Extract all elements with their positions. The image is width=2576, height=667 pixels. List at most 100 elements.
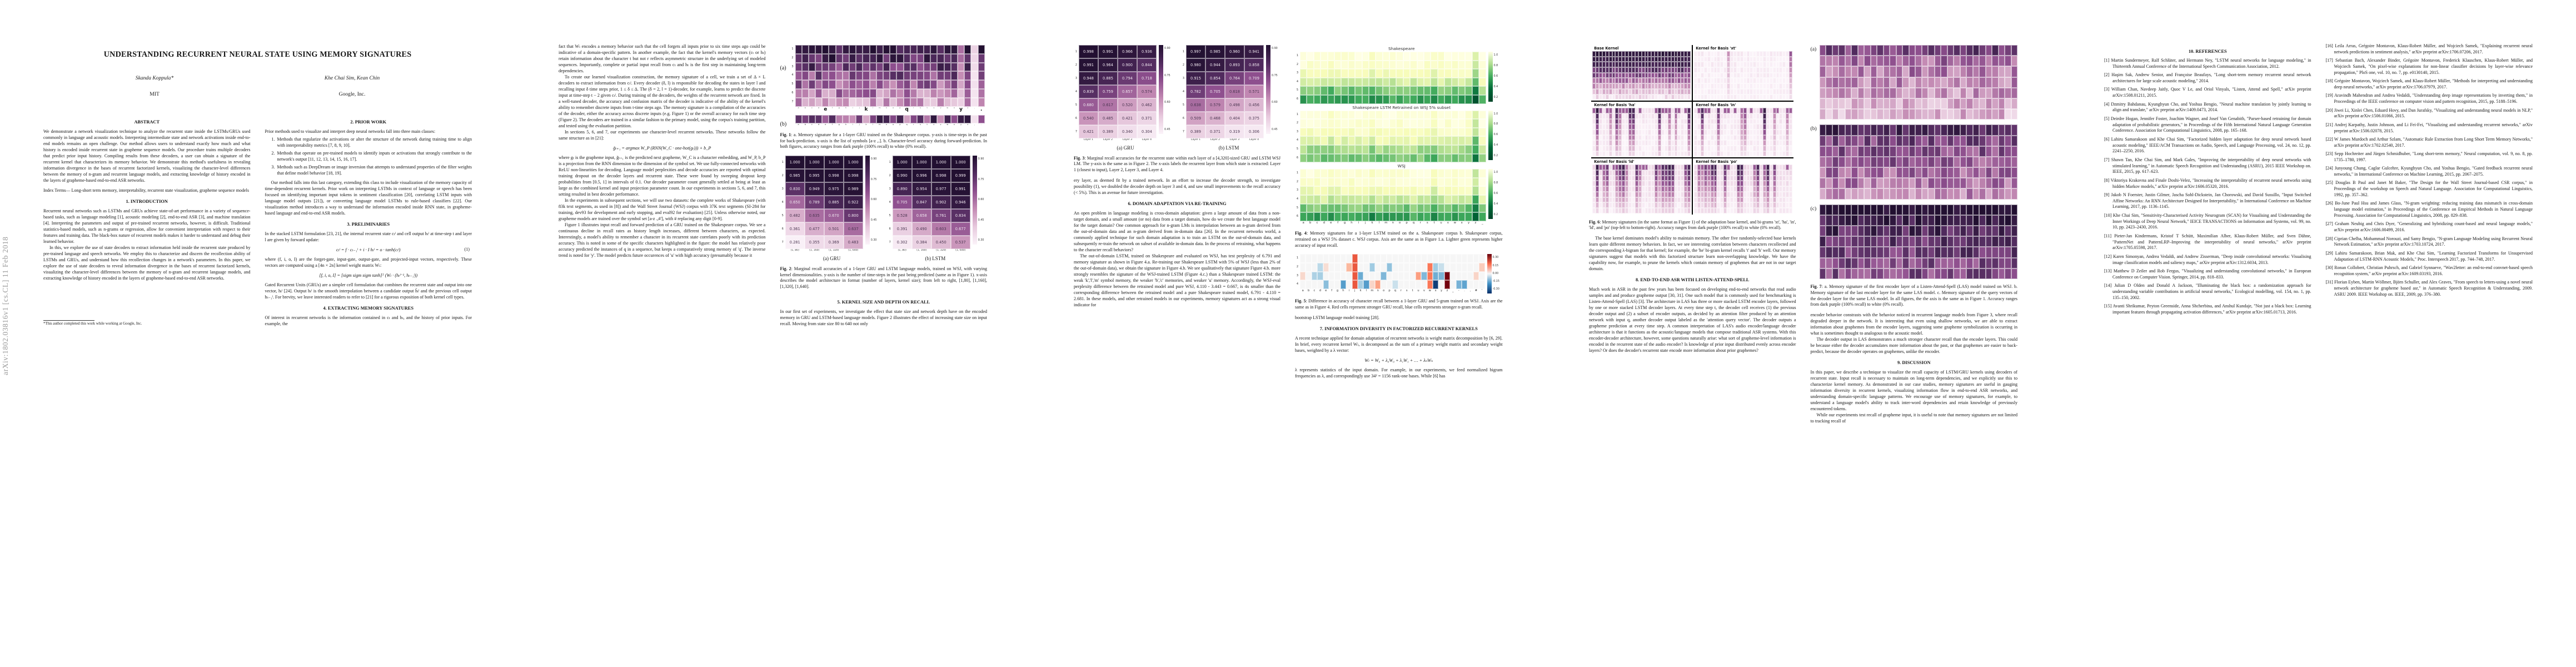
heatmap-cell [883, 71, 890, 81]
heatmap-cell [1750, 78, 1753, 84]
heatmap-cell [1756, 175, 1760, 181]
heatmap-cell [1915, 66, 1922, 77]
heatmap-value-cell: 0.900 [1118, 58, 1137, 72]
heatmap-cell [1730, 202, 1733, 208]
heatmap-cell [1667, 202, 1671, 208]
heatmap-cell [1710, 62, 1714, 68]
heatmap-cell [1437, 110, 1445, 120]
heatmap-cell [1602, 207, 1606, 213]
heatmap-cell [1389, 145, 1397, 154]
caption-figure-number: Fig. 7 [1810, 283, 1822, 289]
x-tick-label: Layer 3 [1229, 138, 1240, 141]
heatmap-cell [1985, 146, 1992, 157]
heatmap-cell [1769, 94, 1773, 100]
heatmap-cell [1954, 204, 1960, 215]
heatmap-cell [1313, 153, 1321, 163]
heatmap-cell [1334, 110, 1342, 120]
heatmap-cell [1602, 83, 1606, 89]
heatmap-cell [1870, 98, 1877, 109]
x-tick-label: - [1458, 288, 1459, 292]
heatmap-cell [1479, 263, 1485, 272]
heatmap-cell [1864, 135, 1871, 146]
heatmap-cell [1851, 156, 1858, 168]
reference-entry: [20] Jiwei Li, Xinlei Chen, Eduard Hovy,… [2325, 107, 2533, 119]
heatmap-cell [1451, 169, 1458, 178]
heatmap-cell [1346, 254, 1352, 263]
heatmap-cell [1845, 247, 1851, 258]
heatmap-cell [1631, 67, 1635, 73]
heatmap-cell [1733, 181, 1737, 187]
heatmap-cell [1311, 280, 1318, 289]
reference-entry: [23] Sepp Hochreiter and Jürgen Schmidhu… [2325, 151, 2533, 162]
heatmap-cell [1368, 119, 1376, 128]
heatmap-cell [1376, 86, 1383, 95]
heatmap-cell [1772, 170, 1776, 176]
heatmap-cell [1362, 153, 1369, 163]
heatmap-cell [1631, 202, 1635, 208]
heatmap-cell [1648, 88, 1652, 94]
heatmap-cell [1915, 125, 1922, 136]
heatmap-cell [1769, 207, 1773, 213]
heatmap-cell [1713, 202, 1717, 208]
heatmap-cell [1819, 268, 1826, 279]
heatmap-cell [1398, 271, 1404, 281]
heatmap-cell [1753, 207, 1757, 213]
heatmap-cell [1602, 67, 1606, 73]
heatmap-cell [1307, 177, 1314, 187]
heatmap-cell [1625, 191, 1629, 197]
heatmap-cell [1389, 77, 1397, 87]
heatmap-cell [1605, 56, 1609, 62]
heatmap-cell [1313, 69, 1321, 78]
heatmap-cell [1760, 135, 1763, 141]
heatmap-cell [1934, 77, 1941, 88]
heatmap-cell [1826, 204, 1832, 215]
heatmap-cell [910, 88, 917, 98]
heatmap-cell [1782, 113, 1786, 119]
heatmap-cell [1743, 113, 1747, 119]
heatmap-cell [1605, 51, 1609, 57]
equation: Wₗ = W₀ + λ₀W₀ + λ₁W₁ + … + λₙWₙ [1297, 357, 1501, 363]
heatmap-cell [1998, 77, 2005, 88]
heatmap-cell [1750, 108, 1753, 113]
heatmap-cell [1313, 110, 1321, 120]
heatmap-cell [1941, 66, 1947, 77]
y-tick-label: 1 [1075, 50, 1078, 53]
heatmap-cell [1645, 118, 1648, 125]
heatmap-cell [1902, 156, 1909, 168]
heatmap-cell [1631, 56, 1635, 62]
heatmap-cell [1694, 181, 1698, 187]
heatmap-cell [1655, 140, 1658, 146]
heatmap-cell [1368, 60, 1376, 69]
kernel-panel: Base Kernel [1591, 45, 1692, 101]
heatmap-cell [1733, 191, 1737, 197]
heatmap-cell [1772, 191, 1776, 197]
heatmap-cell [1909, 77, 1915, 88]
heatmap-cell [1928, 156, 1935, 168]
paragraph: We demonstrate a network visualization t… [43, 129, 251, 183]
heatmap-cell [1667, 170, 1671, 176]
heatmap-cell [1733, 135, 1737, 141]
heatmap-cell [1928, 215, 1935, 226]
heatmap-cell [1992, 98, 1999, 109]
colorbar-tick: 1.0 [1493, 54, 1498, 57]
heatmap-cell [1717, 186, 1721, 192]
heatmap-cell [1456, 271, 1462, 281]
heatmap-cell [822, 53, 829, 63]
heatmap-cell [1635, 94, 1638, 100]
heatmap-cell [1306, 254, 1312, 263]
heatmap-cell [1608, 191, 1612, 197]
heatmap-cell [1674, 207, 1678, 213]
heatmap-cell [1720, 83, 1724, 89]
heatmap-cell [1769, 88, 1773, 94]
heatmap-cell [978, 88, 985, 98]
heatmap-cell [1776, 151, 1780, 157]
heatmap-cell [1750, 170, 1753, 176]
heatmap-cell [1743, 207, 1747, 213]
heatmap-cell [869, 53, 876, 63]
heatmap-cell [1450, 280, 1456, 289]
paragraph: In this paper, we describe a technique t… [1810, 370, 2018, 412]
heatmap-cell [1960, 236, 1966, 247]
symbol-tick: c [811, 106, 813, 109]
colorbar-gradient [1488, 169, 1493, 219]
heatmap-cell [1612, 83, 1616, 89]
